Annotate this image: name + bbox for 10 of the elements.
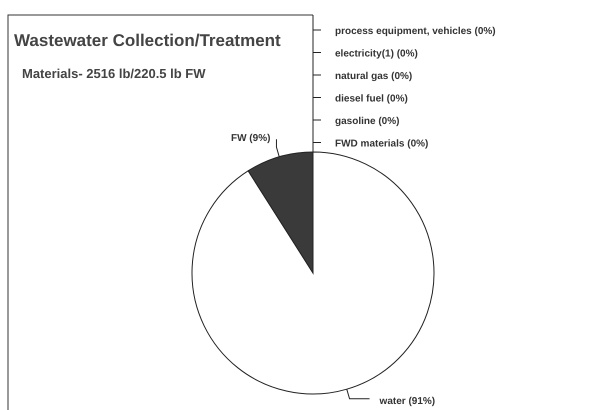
text: Materials- 2516 lb/220.5 lb FW: [22, 66, 206, 81]
slice-label: FW (9%): [231, 133, 270, 144]
legend-label: process equipment, vehicles (0%): [335, 26, 496, 37]
slice-label: water (91%): [378, 396, 436, 407]
legend-label: FWD materials (0%): [335, 138, 428, 150]
legend-label: diesel fuel (0%): [335, 94, 408, 104]
legend-label: electricity(1) (0%): [335, 48, 418, 60]
chart-title: Wastewater Collection/Treatment: [14, 31, 282, 50]
legend-label: gasoline (0%): [335, 116, 400, 127]
legend-label: natural gas (0%): [335, 71, 412, 82]
